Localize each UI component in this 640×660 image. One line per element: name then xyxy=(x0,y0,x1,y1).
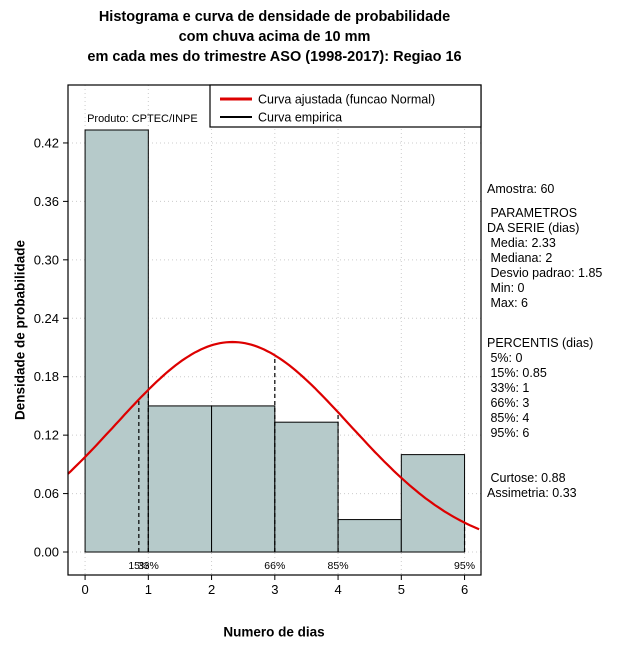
x-tick-label: 6 xyxy=(461,582,468,597)
stat-min: Min: 0 xyxy=(487,281,525,295)
stat-p33: 33%: 1 xyxy=(487,381,530,395)
x-tick-label: 4 xyxy=(334,582,341,597)
stat-mediana: Mediana: 2 xyxy=(487,251,553,265)
stat-curtose: Curtose: 0.88 xyxy=(487,471,566,485)
stat-p95: 95%: 6 xyxy=(487,426,530,440)
histogram-bar xyxy=(147,405,213,553)
product-annotation: Produto: CPTEC/INPE xyxy=(87,113,198,125)
stat-amostra: Amostra: 60 xyxy=(487,182,555,196)
x-tick-label: 5 xyxy=(398,582,405,597)
x-axis-label: Numero de dias xyxy=(223,624,325,640)
x-tick-label: 0 xyxy=(81,582,88,597)
legend-label: Curva empirica xyxy=(258,111,342,125)
y-tick-label: 0.18 xyxy=(34,369,59,384)
percentile-label: 33% xyxy=(138,560,159,572)
legend-box xyxy=(209,84,482,128)
y-tick-label: 0.12 xyxy=(34,428,59,443)
stat-max: Max: 6 xyxy=(487,296,528,310)
title-line-1: Histograma e curva de densidade de proba… xyxy=(98,9,451,25)
normal-density-curve xyxy=(67,340,480,531)
percentile-label: 95% xyxy=(454,560,475,572)
y-axis-label: Densidade de probabilidade xyxy=(12,239,28,421)
stat-assimetria: Assimetria: 0.33 xyxy=(487,486,577,500)
percentile-label: 66% xyxy=(264,560,285,572)
stat-p15: 15%: 0.85 xyxy=(487,366,547,380)
x-tick-label: 3 xyxy=(271,582,278,597)
stat-media: Media: 2.33 xyxy=(487,236,556,250)
chart-title: Histograma e curva de densidade de proba… xyxy=(0,7,549,67)
histogram-bar xyxy=(337,519,402,553)
title-line-3: em cada mes do trimestre ASO (1998-2017)… xyxy=(87,49,462,65)
stats-parametros-header: PARAMETROS xyxy=(487,206,578,220)
stat-p5: 5%: 0 xyxy=(487,351,523,365)
histogram-bar xyxy=(211,405,276,553)
y-tick-label: 0.42 xyxy=(34,135,59,150)
legend-label: Curva ajustada (funcao Normal) xyxy=(258,93,435,107)
y-tick-label: 0.24 xyxy=(34,311,59,326)
x-tick-label: 2 xyxy=(208,582,215,597)
stats-parametros-header-2: DA SERIE (dias) xyxy=(487,221,580,235)
y-tick-label: 0.36 xyxy=(34,194,59,209)
stats-panel: Amostra: 60 PARAMETROS DA SERIE (dias) M… xyxy=(487,182,639,501)
histogram-bar xyxy=(274,421,339,553)
stat-desvio-padrao: Desvio padrao: 1.85 xyxy=(487,266,603,280)
stat-p85: 85%: 4 xyxy=(487,411,530,425)
histogram-bar xyxy=(84,129,149,553)
title-line-2: com chuva acima de 10 mm xyxy=(178,29,371,45)
percentile-label: 85% xyxy=(328,560,349,572)
percentile-label: 15% xyxy=(128,560,149,572)
x-tick-label: 1 xyxy=(145,582,152,597)
stats-percentis-header: PERCENTIS (dias) xyxy=(487,336,594,350)
y-tick-label: 0.30 xyxy=(34,252,59,267)
y-tick-label: 0.06 xyxy=(34,486,59,501)
y-tick-label: 0.00 xyxy=(34,545,59,560)
stat-p66: 66%: 3 xyxy=(487,396,530,410)
